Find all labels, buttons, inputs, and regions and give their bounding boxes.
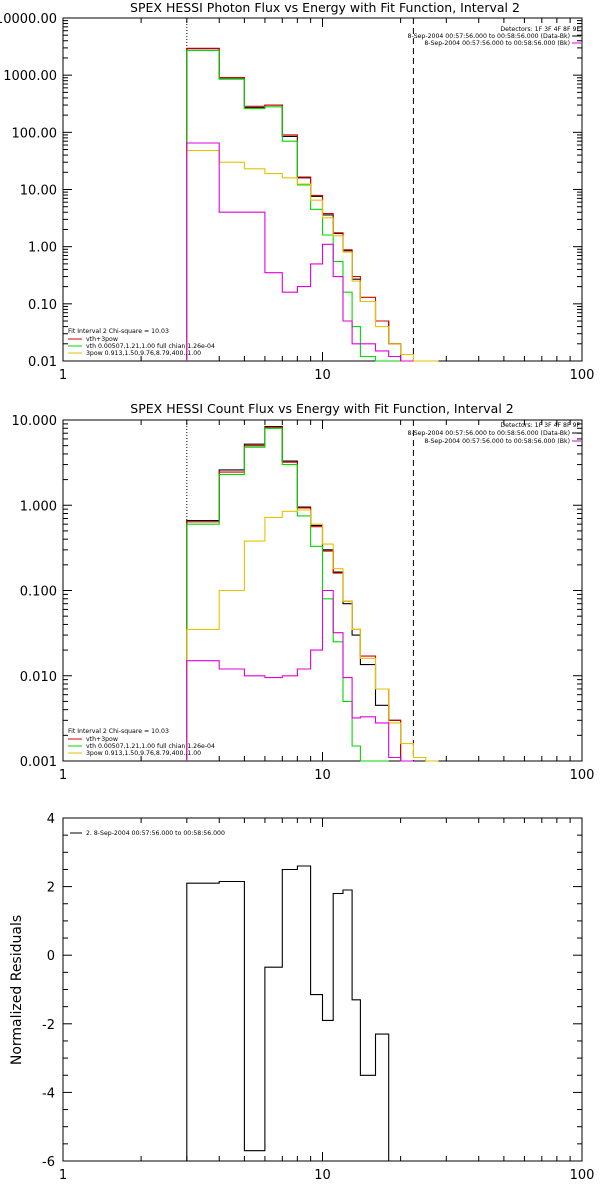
panel-title: SPEX HESSI Photon Flux vs Energy with Fi… xyxy=(130,0,520,15)
x-tick-label: 100 xyxy=(570,1168,595,1183)
y-tick-label: 4 xyxy=(47,812,55,827)
y-tick-label: -2 xyxy=(42,1018,55,1033)
y-tick-label: -4 xyxy=(42,1086,55,1101)
series-3pow xyxy=(186,150,439,362)
series-residuals xyxy=(186,865,390,1161)
legend-bottom-left: Fit Interval 2 Chi-square = 10.03 vth+3p… xyxy=(68,328,215,357)
legend-fit-3pow: 3pow 0.913,1.50,9.76,8.79,400.,1.00 xyxy=(86,750,201,757)
y-tick-label: 0.01 xyxy=(28,355,57,370)
legend-fit-header: Fit Interval 2 Chi-square = 10.03 xyxy=(68,728,169,735)
x-tick-label: 1 xyxy=(59,368,67,383)
legend-fit-3pow: 3pow 0.913,1.50,9.76,8.79,400.,1.00 xyxy=(86,350,201,357)
count-flux-panel: SPEX HESSI Count Flux vs Energy with Fit… xyxy=(12,401,595,783)
y-tick-label: 0 xyxy=(47,949,55,964)
x-tick-label: 1 xyxy=(59,1168,67,1183)
y-tick-label: 0.010 xyxy=(20,670,57,685)
x-tick-label: 100 xyxy=(570,368,595,383)
legend-data-bk: 8-Sep-2004 00:57:56.000 to 00:58:56.000 … xyxy=(408,33,570,40)
y-tick-label: 0.001 xyxy=(20,755,57,770)
y-tick-label: 1.00 xyxy=(28,241,57,256)
legend-detectors: Detectors: 1F 3F 4F 8F 9F xyxy=(500,422,580,429)
residuals-panel: Normalized Residuals 1 10 100 -6 -4 -2 0 2 4 2. … xyxy=(9,812,594,1183)
reference-lines xyxy=(186,18,414,361)
panel-title: SPEX HESSI Count Flux vs Energy with Fit… xyxy=(130,401,513,416)
y-tick-label: 10.000 xyxy=(12,414,58,429)
x-tick-label: 10 xyxy=(314,368,331,383)
legend-bk: 8-Sep-2004 00:57:56.000 to 00:58:56.000 … xyxy=(424,40,570,47)
y-tick-label: 100.00 xyxy=(12,126,58,141)
legend-top-right: Detectors: 1F 3F 4F 8F 9F 8-Sep-2004 00:… xyxy=(408,422,581,445)
legend: 2. 8-Sep-2004 00:57:56.000 to 00:58:56.0… xyxy=(70,830,225,837)
axis-ticks: 1 10 100 -6 -4 -2 0 2 4 xyxy=(42,812,594,1183)
axis-ticks: 1 10 100 0.01 0.10 1.00 10.00 100.00 1000.00 1000… xyxy=(0,12,594,383)
series-3pow xyxy=(186,509,439,762)
x-tick-label: 100 xyxy=(570,768,595,783)
legend-label: 2. 8-Sep-2004 00:57:56.000 to 00:58:56.0… xyxy=(86,830,225,837)
legend-fit-vth: vth 0.00507,1.21,1.00 full chian 1.26e-0… xyxy=(86,343,215,350)
legend-data-bk: 8-Sep-2004 00:57:56.000 to 00:58:56.000 … xyxy=(408,430,570,437)
axis-ticks: 1 10 100 0.001 0.010 0.100 1.000 10.000 xyxy=(12,414,595,783)
legend-top-right: Detectors: 1F 3F 4F 8F 9F 8-Sep-2004 00:… xyxy=(408,26,581,47)
series-group xyxy=(186,47,439,362)
legend-bottom-left: Fit Interval 2 Chi-square = 10.03 vth+3p… xyxy=(68,728,215,757)
series-background xyxy=(186,589,414,762)
plot-frame xyxy=(62,17,583,362)
x-tick-label: 1 xyxy=(59,768,67,783)
plot-frame xyxy=(62,817,583,1162)
legend-detectors: Detectors: 1F 3F 4F 8F 9F xyxy=(500,26,580,33)
x-tick-label: 10 xyxy=(314,768,331,783)
y-axis-label: Normalized Residuals xyxy=(9,915,25,1065)
y-tick-label: -6 xyxy=(42,1155,55,1170)
series-vth xyxy=(186,49,401,362)
y-tick-label: 10.00 xyxy=(20,184,57,199)
x-tick-label: 10 xyxy=(314,1168,331,1183)
y-tick-label: 2 xyxy=(47,881,55,896)
y-tick-label: 0.100 xyxy=(20,585,57,600)
y-tick-label: 1000.00 xyxy=(3,69,57,84)
series-vth xyxy=(186,427,389,762)
series-background xyxy=(186,142,414,362)
legend-bk: 8-Sep-2004 00:57:56.000 to 00:58:56.000 … xyxy=(424,438,570,445)
legend-fit-vth: vth 0.00507,1.21,1.00 full chian 1.26e-0… xyxy=(86,743,215,750)
y-tick-label: 1.000 xyxy=(20,499,57,514)
legend-fit-total: vth+3pow xyxy=(86,736,118,743)
photon-flux-panel: SPEX HESSI Photon Flux vs Energy with Fi… xyxy=(0,0,594,383)
series-group xyxy=(186,425,439,762)
y-tick-label: 10000.00 xyxy=(0,12,57,27)
series-group xyxy=(186,865,390,1161)
reference-lines xyxy=(186,420,414,761)
y-tick-label: 0.10 xyxy=(28,298,57,313)
legend-fit-header: Fit Interval 2 Chi-square = 10.03 xyxy=(68,328,169,335)
legend-fit-total: vth+3pow xyxy=(86,336,118,343)
